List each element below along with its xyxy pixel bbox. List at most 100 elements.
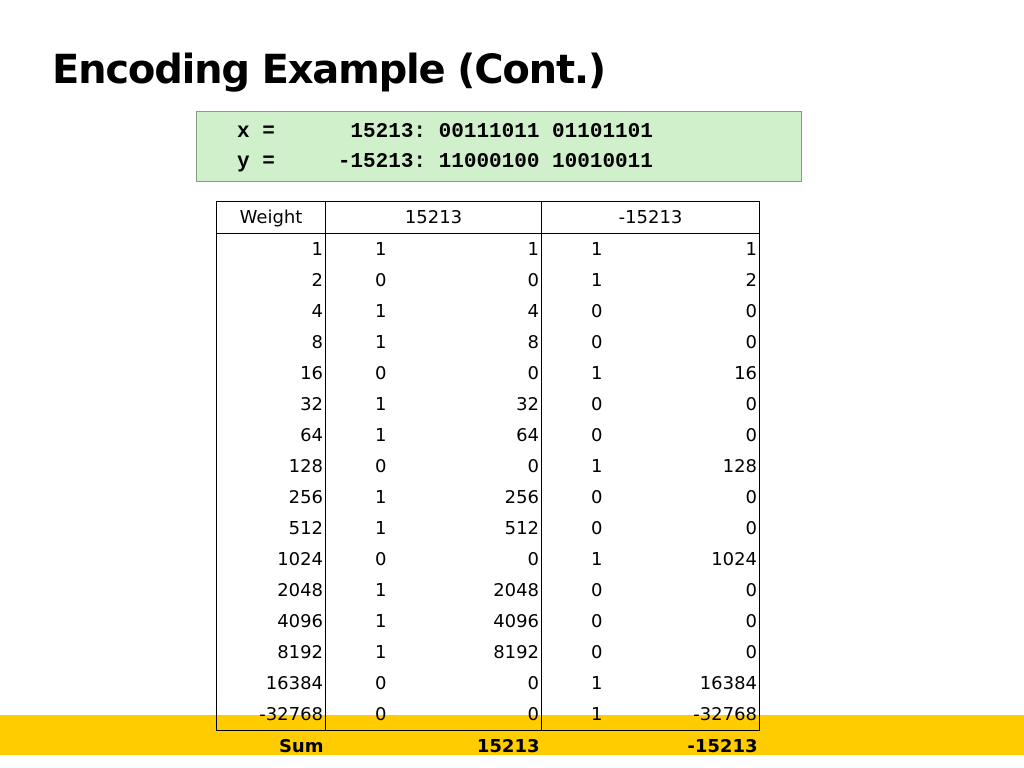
- weight-cell: 1: [216, 233, 326, 265]
- positive-bit-cell: 1: [375, 239, 387, 260]
- positive-bit-cell: 1: [375, 332, 387, 353]
- positive-value-cell: 0: [435, 668, 542, 699]
- negative-value-cell: 16384: [651, 668, 760, 699]
- weight-cell: 16384: [216, 668, 326, 699]
- negative-value-cell: 0: [651, 327, 760, 358]
- positive-value-cell: 1: [435, 233, 542, 265]
- negative-value-cell: 0: [651, 296, 760, 327]
- negative-value-cell: 0: [651, 389, 760, 420]
- negative-value-cell: 1024: [651, 544, 760, 575]
- negative-value-cell: 0: [651, 606, 760, 637]
- table-row: 128 0 0 1 128: [216, 451, 760, 482]
- table-row: -32768 0 0 1 -32768: [216, 699, 760, 731]
- positive-bit-cell: 1: [375, 301, 387, 322]
- table-row: 8 1 8 0 0: [216, 327, 760, 358]
- weight-cell: 512: [216, 513, 326, 544]
- positive-bit-cell: 0: [375, 673, 387, 694]
- positive-value-cell: 4: [435, 296, 542, 327]
- positive-bit-cell: 1: [375, 425, 387, 446]
- positive-bit-cell: 1: [375, 518, 387, 539]
- negative-value-cell: 16: [651, 358, 760, 389]
- weight-cell: 4096: [216, 606, 326, 637]
- negative-bit-cell: 0: [591, 425, 603, 446]
- negative-bit-cell: 1: [541, 699, 652, 731]
- header-negative: -15213: [541, 201, 760, 234]
- positive-bit-cell: 1: [375, 394, 387, 415]
- code-line-y: y = -15213: 11000100 10010011: [237, 151, 653, 174]
- positive-bit-cell: 0: [325, 699, 436, 731]
- positive-bit-cell: 1: [375, 580, 387, 601]
- table-row: 2048 1 2048 0 0: [216, 575, 760, 606]
- positive-bit-cell: 1: [375, 487, 387, 508]
- positive-bit-cell: 1: [375, 611, 387, 632]
- negative-value-cell: 2: [651, 265, 760, 296]
- table-row: 4 1 4 0 0: [216, 296, 760, 327]
- table-row: 16 0 0 1 16: [216, 358, 760, 389]
- table-row: 256 1 256 0 0: [216, 482, 760, 513]
- table-header-row: Weight 15213 -15213: [216, 201, 760, 234]
- header-positive: 15213: [325, 201, 542, 234]
- negative-bit-cell: 0: [591, 580, 603, 601]
- table-row: 1 1 1 1 1: [216, 233, 760, 265]
- weight-cell: 4: [216, 296, 326, 327]
- sum-label: Sum: [278, 736, 324, 757]
- table-row: 1024 0 0 1 1024: [216, 544, 760, 575]
- sum-negative: -15213: [687, 736, 758, 757]
- negative-value-cell: 1: [651, 233, 760, 265]
- table-row: 64 1 64 0 0: [216, 420, 760, 451]
- weight-cell: 256: [216, 482, 326, 513]
- weight-cell: 2: [216, 265, 326, 296]
- negative-value-cell: 0: [651, 637, 760, 668]
- positive-bit-cell: 0: [375, 456, 387, 477]
- negative-value-cell: 0: [651, 575, 760, 606]
- negative-bit-cell: 0: [591, 394, 603, 415]
- weight-cell: 2048: [216, 575, 326, 606]
- negative-bit-cell: 1: [591, 456, 603, 477]
- negative-value-cell: 0: [651, 482, 760, 513]
- table-row: 32 1 32 0 0: [216, 389, 760, 420]
- positive-value-cell: 4096: [435, 606, 542, 637]
- weight-cell: 32: [216, 389, 326, 420]
- code-box: x = 15213: 00111011 01101101 y = -15213:…: [196, 111, 802, 182]
- positive-bit-cell: 0: [375, 549, 387, 570]
- negative-value-cell: 0: [651, 420, 760, 451]
- positive-value-cell: 2048: [435, 575, 542, 606]
- negative-bit-cell: 0: [591, 611, 603, 632]
- table-row: 2 0 0 1 2: [216, 265, 760, 296]
- positive-bit-cell: 1: [375, 642, 387, 663]
- negative-bit-cell: 0: [591, 487, 603, 508]
- positive-bit-cell: 0: [375, 270, 387, 291]
- weight-cell: 1024: [216, 544, 326, 575]
- negative-value-cell: -32768: [651, 699, 760, 731]
- positive-value-cell: 0: [435, 358, 542, 389]
- negative-bit-cell: 1: [591, 363, 603, 384]
- table-row: 4096 1 4096 0 0: [216, 606, 760, 637]
- negative-bit-cell: 1: [591, 549, 603, 570]
- sum-row: Sum 15213 -15213: [217, 731, 760, 763]
- sum-positive: 15213: [476, 736, 540, 757]
- negative-bit-cell: 0: [591, 332, 603, 353]
- negative-value-cell: 0: [651, 513, 760, 544]
- positive-value-cell: 512: [435, 513, 542, 544]
- table-row: 512 1 512 0 0: [216, 513, 760, 544]
- positive-value-cell: 0: [435, 544, 542, 575]
- positive-value-cell: 8192: [435, 637, 542, 668]
- table-row: 8192 1 8192 0 0: [216, 637, 760, 668]
- positive-value-cell: 0: [435, 451, 542, 482]
- positive-value-cell: 256: [435, 482, 542, 513]
- weight-cell: 128: [216, 451, 326, 482]
- negative-bit-cell: 0: [591, 301, 603, 322]
- weight-cell: 8192: [216, 637, 326, 668]
- negative-bit-cell: 1: [591, 673, 603, 694]
- table-row: 16384 0 0 1 16384: [216, 668, 760, 699]
- positive-value-cell: 8: [435, 327, 542, 358]
- weight-cell: 8: [216, 327, 326, 358]
- negative-bit-cell: 1: [591, 270, 603, 291]
- positive-value-cell: 0: [435, 265, 542, 296]
- weight-cell: 16: [216, 358, 326, 389]
- negative-bit-cell: 0: [591, 642, 603, 663]
- negative-bit-cell: 0: [591, 518, 603, 539]
- code-line-x: x = 15213: 00111011 01101101: [237, 121, 653, 144]
- positive-value-cell: 32: [435, 389, 542, 420]
